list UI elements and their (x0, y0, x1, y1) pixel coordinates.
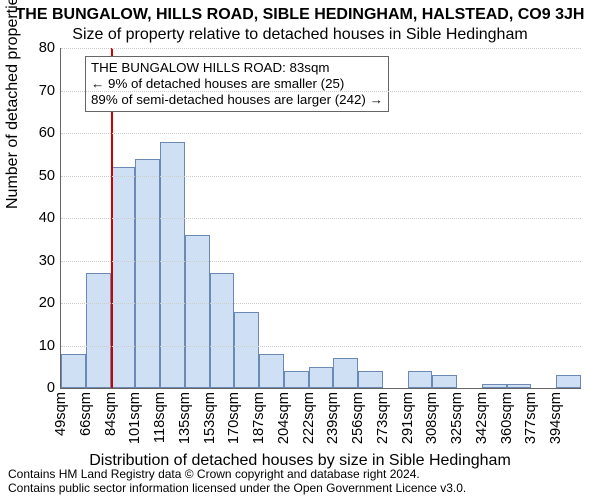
histogram-bar (358, 371, 383, 388)
plot-area: THE BUNGALOW HILLS ROAD: 83sqm ← 9% of d… (60, 48, 581, 389)
x-tick-label: 135sqm (177, 392, 193, 444)
chart-title: THE BUNGALOW, HILLS ROAD, SIBLE HEDINGHA… (0, 6, 600, 24)
footer: Contains HM Land Registry data © Crown c… (8, 468, 592, 496)
x-tick-label: 342sqm (474, 392, 490, 444)
y-tick-label: 10 (39, 338, 61, 354)
histogram-bar (61, 354, 86, 388)
histogram-bar (432, 375, 457, 388)
gridline (61, 91, 581, 92)
x-tick-label: 377sqm (523, 392, 539, 444)
y-tick-label: 50 (39, 168, 61, 184)
x-tick-label: 66sqm (78, 392, 94, 436)
x-tick-label: 256sqm (350, 392, 366, 444)
x-tick-label: 187sqm (251, 392, 267, 444)
histogram-bar (309, 367, 334, 388)
x-tick-label: 49sqm (53, 392, 69, 436)
x-tick-label: 308sqm (424, 392, 440, 444)
histogram-bar (135, 159, 160, 389)
gridline (61, 48, 581, 49)
y-tick-label: 80 (39, 40, 61, 56)
x-tick-label: 153sqm (202, 392, 218, 444)
histogram-bar (333, 358, 358, 388)
y-tick-label: 40 (39, 210, 61, 226)
histogram-bar (210, 273, 235, 388)
histogram-bar (284, 371, 309, 388)
x-tick-label: 273sqm (375, 392, 391, 444)
gridline (61, 303, 581, 304)
y-tick-label: 30 (39, 253, 61, 269)
histogram-bar (507, 384, 532, 388)
x-tick-label: 118sqm (152, 392, 168, 443)
histogram-bar (111, 167, 136, 388)
x-tick-label: 84sqm (103, 392, 119, 436)
y-tick-label: 20 (39, 295, 61, 311)
histogram-bar (482, 384, 507, 388)
histogram-bar (234, 312, 259, 389)
histogram-bar (86, 273, 111, 388)
gridline (61, 218, 581, 219)
x-tick-label: 291sqm (400, 392, 416, 444)
footer-line: Contains HM Land Registry data © Crown c… (8, 468, 592, 482)
x-tick-label: 204sqm (276, 392, 292, 444)
chart-subtitle: Size of property relative to detached ho… (0, 26, 600, 44)
y-axis-label: Number of detached properties (4, 0, 22, 209)
gridline (61, 176, 581, 177)
x-tick-label: 222sqm (301, 392, 317, 444)
x-tick-label: 360sqm (499, 392, 515, 444)
x-tick-label: 394sqm (548, 392, 564, 444)
histogram-bar (185, 235, 210, 388)
annotation-line: THE BUNGALOW HILLS ROAD: 83sqm (91, 60, 383, 76)
histogram-bar (556, 375, 581, 388)
gridline (61, 346, 581, 347)
histogram-bar (160, 142, 185, 389)
histogram-bar (259, 354, 284, 388)
annotation-line: 89% of semi-detached houses are larger (… (91, 92, 383, 108)
x-tick-label: 325sqm (449, 392, 465, 444)
gridline (61, 133, 581, 134)
y-tick-label: 70 (39, 83, 61, 99)
footer-line: Contains public sector information licen… (8, 482, 592, 496)
histogram-bar (408, 371, 433, 388)
annotation-box: THE BUNGALOW HILLS ROAD: 83sqm ← 9% of d… (85, 56, 389, 112)
x-tick-label: 170sqm (226, 392, 242, 444)
x-tick-label: 101sqm (127, 392, 143, 444)
x-tick-label: 239sqm (325, 392, 341, 444)
gridline (61, 261, 581, 262)
y-tick-label: 60 (39, 125, 61, 141)
